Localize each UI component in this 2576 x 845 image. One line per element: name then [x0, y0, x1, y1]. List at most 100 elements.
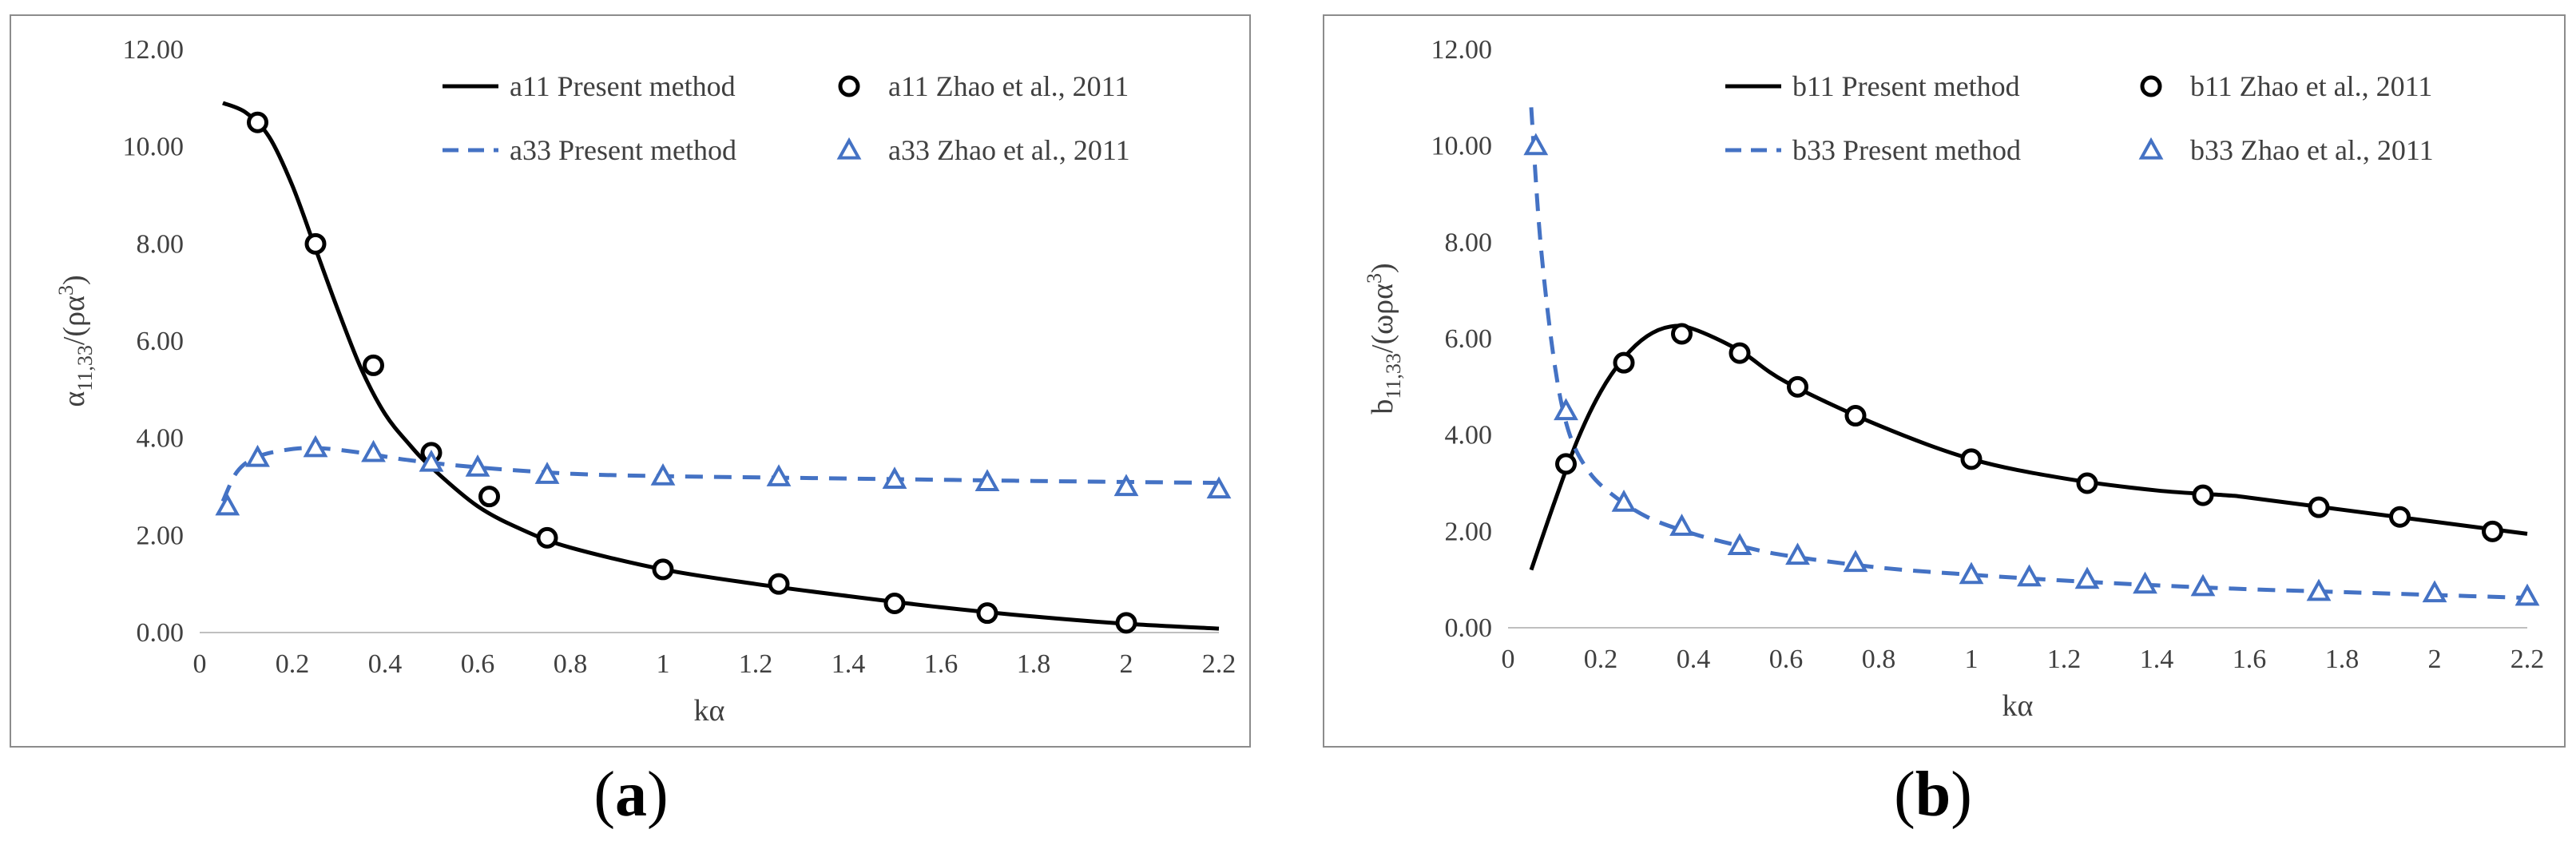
chart-b-y-tick-label: 8.00 [1445, 228, 1493, 257]
chart-b-series-3-point [1843, 549, 1868, 573]
chart-b-series-2-line [1529, 107, 2528, 601]
chart-b-series-1-point [1844, 405, 1867, 427]
chart-a-x-tick-label: 0.4 [368, 649, 403, 679]
chart-b-legend-label: b11 Zhao et al., 2011 [2190, 70, 2432, 102]
chart-b-series-1-point [2308, 496, 2330, 518]
chart-a-series-3-point [361, 439, 386, 462]
chart-a-x-tick-label: 0.6 [461, 649, 495, 679]
chart-a-x-tick-label: 1.4 [832, 649, 866, 679]
chart-a-legend-label: a11 Zhao et al., 2011 [888, 70, 1129, 102]
chart-b-x-tick-label: 1.8 [2325, 645, 2360, 674]
chart-a-y-tick-label: 8.00 [137, 229, 185, 259]
chart-b-y-tick-label: 2.00 [1445, 517, 1493, 546]
chart-a-series-3-point [650, 462, 676, 486]
chart-a-series-3-point [419, 449, 444, 472]
chart-b-series-3-point [2074, 566, 2100, 589]
chart-a-series-0-line [222, 101, 1220, 631]
chart-a-series-3-point [245, 444, 270, 467]
chart-b-legend-entry: b11 Present method [1725, 70, 2020, 102]
chart-a-x-tick-label: 0.2 [276, 649, 310, 679]
chart-a-series-2-line [220, 446, 1220, 502]
chart-b-x-tick-label: 1.6 [2233, 645, 2267, 674]
chart-a-series-1-point [1115, 612, 1137, 634]
chart-b-series-1-point [1787, 375, 1808, 398]
chart-a-x-axis-label: kα [694, 694, 725, 728]
chart-b-frame: 0.00 2.00 4.00 6.00 8.00 10.00 12.00 0 0.2 0.4 0.6… [1323, 14, 2566, 748]
chart-b-legend-label: b11 Present method [1792, 70, 2020, 102]
chart-a-series-1-point [363, 354, 384, 376]
chart-b-legend-swatch [2140, 75, 2162, 97]
chart-b-legend-label: b33 Present method [1792, 134, 2021, 166]
chart-a-y-tick-label: 12.00 [123, 35, 185, 65]
chart-b-x-axis-label: kα [2002, 689, 2034, 723]
chart-a-series-3-point [766, 464, 792, 486]
chart-a-y-tick-label: 10.00 [123, 133, 185, 162]
chart-a-series-3-point [1206, 476, 1232, 499]
chart-b-y-tick-label: 4.00 [1445, 421, 1493, 450]
chart-a-legend-entry: a11 Zhao et al., 2011 [838, 70, 1129, 102]
chart-a-x-tick-label: 2 [1120, 649, 1133, 679]
caption-a: (a) [593, 760, 669, 830]
chart-a-legend-entry: a33 Zhao et al., 2011 [836, 134, 1130, 166]
chart-b-y-tick-label: 10.00 [1431, 132, 1493, 161]
chart-b-x-tick-label: 2 [2428, 645, 2442, 674]
chart-b-legend-swatch [2138, 137, 2164, 160]
chart-a-series-1-point [536, 526, 558, 549]
chart-a-y-tick-label: 0.00 [137, 618, 185, 648]
chart-a-frame: 0.00 2.00 4.00 6.00 8.00 10.00 12.00 0 0.2 0.4 0.6… [10, 14, 1251, 748]
chart-a-series-1-point [247, 111, 268, 133]
chart-b-legend-entry: b11 Zhao et al., 2011 [2140, 70, 2432, 102]
chart-b-series-3-point [1785, 542, 1810, 565]
chart-b-x-tick-label: 1.2 [2047, 645, 2082, 674]
chart-b-series-1-point [2076, 472, 2098, 494]
chart-b-x-tick-label: 0.8 [1862, 645, 1896, 674]
chart-a-legend-entry: a33 Present method [443, 134, 736, 166]
chart-a-series-3-point [465, 454, 490, 477]
chart-a-legend-swatch [836, 137, 862, 160]
chart-b-series-3-point [2017, 564, 2042, 587]
chart-a-x-tick-label: 0 [193, 649, 207, 679]
caption-a-label: a [615, 760, 647, 830]
chart-b-series-1-point [1960, 448, 1983, 470]
chart-a-series-1-point [883, 593, 906, 614]
chart-a-series-1-point [768, 573, 790, 595]
chart-a-legend-swatch [838, 75, 860, 97]
chart-a-y-tick-label: 6.00 [137, 327, 185, 356]
caption-b-label: b [1915, 760, 1951, 830]
chart-a-legend-label: a33 Present method [510, 134, 736, 166]
chart-b-series-3-point [2422, 580, 2447, 603]
chart-b-x-tick-label: 0 [1502, 645, 1515, 674]
chart-b-legend-entry: b33 Present method [1725, 134, 2021, 166]
chart-b-legend-entry: b33 Zhao et al., 2011 [2138, 134, 2434, 166]
chart-b-legend-label: b33 Zhao et al., 2011 [2190, 134, 2434, 166]
chart-a: 0.00 2.00 4.00 6.00 8.00 10.00 12.00 0 0.2 0.4 0.6… [54, 35, 1236, 728]
chart-b-x-tick-label: 0.2 [1584, 645, 1618, 674]
chart-a-legend-entry: a11 Present method [443, 70, 736, 102]
chart-a-series-3-point [974, 469, 1000, 492]
chart-a-legend-label: a33 Zhao et al., 2011 [888, 134, 1130, 166]
chart-b-y-tick-label: 12.00 [1431, 35, 1493, 65]
chart-b-series-3-point [1727, 533, 1752, 556]
chart-a-series-1-point [652, 558, 674, 581]
chart-a-x-tick-label: 1.6 [924, 649, 959, 679]
chart-b-series-3-point [2190, 573, 2216, 597]
chart-a-x-tick-label: 1.8 [1017, 649, 1051, 679]
chart-b-series-3-point [1611, 490, 1637, 512]
chart-b-x-tick-label: 0.4 [1677, 645, 1711, 674]
chart-a-series-3-point [303, 434, 328, 458]
chart-a-series-1-point [976, 602, 998, 625]
chart-a-x-tick-label: 0.8 [554, 649, 588, 679]
chart-b-x-tick-label: 2.2 [2511, 645, 2545, 674]
chart-b-series-3-point [1669, 514, 1694, 536]
chart-b-x-tick-label: 1.4 [2140, 645, 2174, 674]
chart-b-x-tick-label: 1 [1965, 645, 1979, 674]
chart-b-series-1-point [1555, 453, 1577, 475]
caption-b: (b) [1894, 760, 1972, 830]
chart-b-series-1-point [2192, 484, 2214, 506]
chart-b-series-1-point [1671, 323, 1693, 345]
chart-a-x-tick-label: 1.2 [739, 649, 773, 679]
chart-a-series-3-point [534, 462, 560, 484]
chart-b-y-axis-label: b11,33/(ωρα3) [1363, 263, 1405, 414]
chart-a-y-tick-label: 2.00 [137, 521, 185, 550]
chart-a-series-3-point [882, 466, 907, 489]
